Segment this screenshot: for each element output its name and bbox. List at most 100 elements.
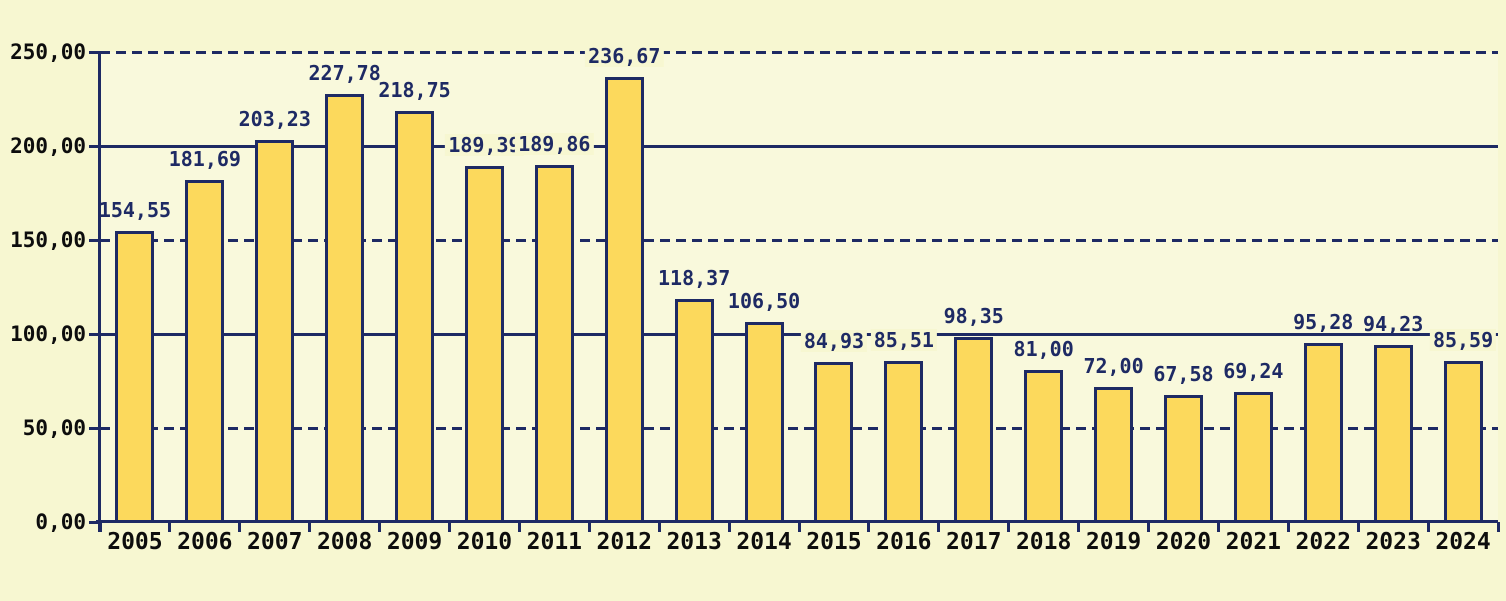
bar-2010 xyxy=(464,166,504,522)
bar-value-label: 85,59 xyxy=(1429,329,1497,351)
x-axis-label-2006: 2006 xyxy=(177,529,233,555)
x-axis-label-2023: 2023 xyxy=(1365,529,1421,555)
bar-2013 xyxy=(674,299,714,522)
x-axis-tick xyxy=(1496,522,1500,532)
bar-value-label: 189,86 xyxy=(515,133,594,155)
bar-2022 xyxy=(1303,343,1343,522)
bar-2019 xyxy=(1094,387,1134,522)
x-axis-tick xyxy=(1077,522,1081,532)
bar-value-label: 67,58 xyxy=(1153,362,1214,386)
bar-2009 xyxy=(395,111,435,522)
x-axis-tick xyxy=(587,522,591,532)
x-axis-label-2009: 2009 xyxy=(386,529,443,555)
x-axis-tick xyxy=(1356,522,1360,532)
y-axis-label: 200,00 xyxy=(10,134,86,158)
x-axis-tick xyxy=(98,522,102,532)
bar-value-label: 236,67 xyxy=(585,45,664,67)
x-axis-tick xyxy=(1007,522,1011,532)
x-axis-label-2013: 2013 xyxy=(666,529,722,555)
y-axis-label: 100,00 xyxy=(10,322,86,346)
bar-value-label: 72,00 xyxy=(1083,354,1144,378)
x-axis-tick xyxy=(168,522,172,532)
gridline-250 xyxy=(100,50,1498,54)
x-axis-label-2015: 2015 xyxy=(806,529,862,555)
x-axis-label-2005: 2005 xyxy=(107,529,163,555)
x-axis-label-2008: 2008 xyxy=(316,529,373,555)
bar-2021 xyxy=(1233,392,1273,522)
bar-2015 xyxy=(814,362,854,522)
x-axis-tick xyxy=(238,522,242,532)
y-axis-tick xyxy=(89,426,100,430)
x-axis-label-2024: 2024 xyxy=(1435,529,1491,555)
x-axis-tick xyxy=(1286,522,1290,532)
x-axis-tick xyxy=(1216,522,1220,532)
bar-value-label: 181,69 xyxy=(168,147,241,171)
x-axis-label-2020: 2020 xyxy=(1155,529,1212,555)
bar-value-label: 84,93 xyxy=(800,330,868,352)
bar-2024 xyxy=(1443,361,1483,522)
x-axis-label-2022: 2022 xyxy=(1295,529,1351,555)
x-axis-tick xyxy=(727,522,731,532)
bar-2014 xyxy=(744,322,784,522)
x-axis-label-2007: 2007 xyxy=(247,529,303,555)
gridline-100 xyxy=(100,332,1498,336)
x-axis-tick xyxy=(378,522,382,532)
bar-value-label: 118,37 xyxy=(658,266,731,290)
x-axis-label-2021: 2021 xyxy=(1225,529,1282,555)
bar-value-label: 81,00 xyxy=(1013,337,1074,361)
y-axis-tick xyxy=(89,144,100,148)
bar-2005 xyxy=(115,231,155,522)
y-axis-tick xyxy=(89,50,100,54)
x-axis-tick xyxy=(517,522,521,532)
y-axis-label: 50,00 xyxy=(22,416,86,440)
y-axis-tick xyxy=(89,238,100,242)
y-axis-label: 0,00 xyxy=(35,510,86,534)
bar-value-label: 98,35 xyxy=(943,304,1004,328)
bar-2011 xyxy=(534,165,574,522)
bar-value-label: 69,24 xyxy=(1223,359,1284,383)
bar-2017 xyxy=(954,337,994,522)
bar-value-label: 95,28 xyxy=(1293,310,1354,334)
x-axis-label-2012: 2012 xyxy=(596,529,652,555)
x-axis-tick xyxy=(1147,522,1150,532)
y-axis-label: 250,00 xyxy=(10,40,86,64)
gridline-50 xyxy=(100,426,1498,430)
x-axis-label-2018: 2018 xyxy=(1015,529,1072,555)
bar-value-label: 94,23 xyxy=(1363,312,1424,336)
x-axis-tick xyxy=(1426,522,1430,532)
gridline-150 xyxy=(100,238,1498,242)
bar-value-label: 189,39 xyxy=(445,134,524,156)
x-axis-label-2019: 2019 xyxy=(1085,529,1142,555)
x-axis-tick xyxy=(448,522,451,532)
gridline-200 xyxy=(100,144,1498,148)
bar-value-label: 106,50 xyxy=(727,289,801,313)
x-axis-tick xyxy=(657,522,661,532)
x-axis-label-2010: 2010 xyxy=(456,529,513,555)
x-axis-tick xyxy=(308,522,312,532)
bar-value-label: 85,51 xyxy=(870,329,937,351)
bar-value-label: 218,75 xyxy=(378,78,451,102)
y-axis-tick xyxy=(89,332,100,336)
y-axis-tick xyxy=(89,520,100,524)
x-axis-label-2017: 2017 xyxy=(946,529,1002,555)
bar-2007 xyxy=(255,140,295,522)
bar-2012 xyxy=(604,77,644,522)
bar-value-label: 227,78 xyxy=(308,61,381,85)
x-axis-tick xyxy=(867,522,871,532)
bar-value-label: 154,55 xyxy=(98,198,172,222)
x-axis-line xyxy=(96,520,1498,523)
bar-2008 xyxy=(325,94,365,522)
bar-value-label: 203,23 xyxy=(238,107,311,131)
y-axis-line xyxy=(98,52,101,532)
bar-2023 xyxy=(1373,345,1413,522)
y-axis-label: 150,00 xyxy=(10,228,86,252)
x-axis-label-2014: 2014 xyxy=(736,529,792,555)
x-axis-tick xyxy=(937,522,941,532)
bar-2006 xyxy=(185,180,225,522)
x-axis-label-2016: 2016 xyxy=(876,529,932,555)
bar-2018 xyxy=(1024,370,1064,522)
x-axis-label-2011: 2011 xyxy=(526,529,583,555)
x-axis-tick xyxy=(797,522,801,532)
bar-2016 xyxy=(884,361,924,522)
